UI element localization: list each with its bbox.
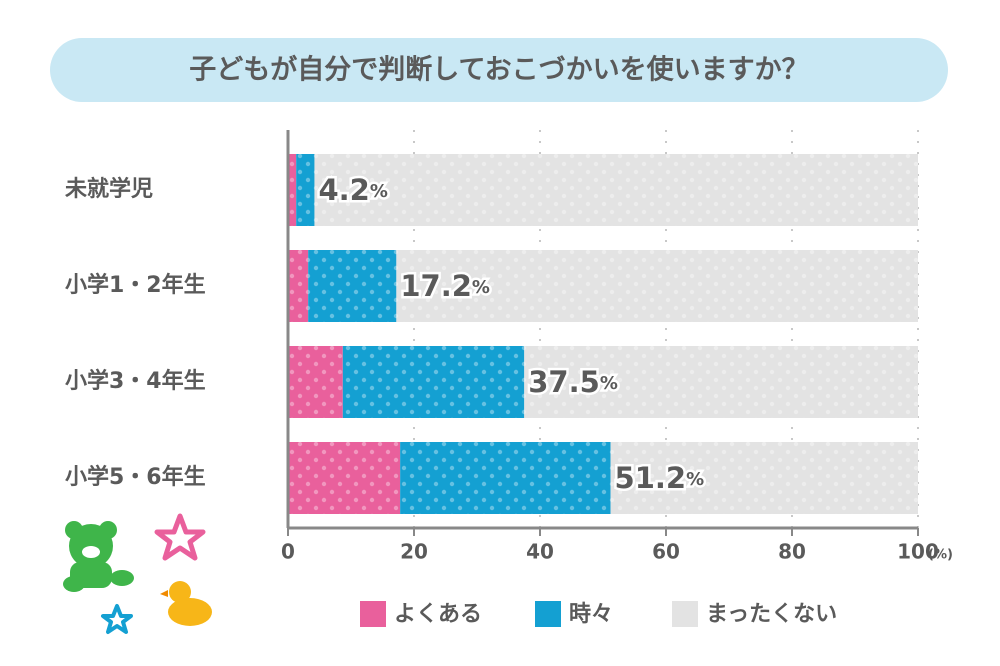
bar-segment: [524, 346, 918, 418]
legend-label: まったくない: [706, 602, 837, 627]
total-value: 51.2: [615, 461, 687, 495]
category-label: 小学5・6年生: [65, 464, 206, 490]
total-value: 37.5: [528, 365, 600, 399]
star-pink: [154, 513, 206, 561]
total-unit: %: [472, 277, 490, 298]
bar-segment: [400, 442, 611, 514]
total-value: 4.2: [318, 173, 369, 207]
x-tick-label: 20: [400, 540, 428, 564]
rubber-duck: [160, 581, 212, 626]
total-label: 17.2%: [400, 269, 490, 303]
total-label: 37.5%: [528, 365, 618, 399]
chart-title: 子どもが自分で判断しておこづかいを使いますか？: [189, 54, 808, 86]
legend-label: 時々: [569, 602, 613, 627]
category-label: 小学1・2年生: [65, 272, 206, 298]
x-tick-label: 60: [652, 540, 680, 564]
bar-segment: [288, 346, 343, 418]
legend-label: よくある: [394, 602, 482, 627]
total-unit: %: [686, 469, 704, 490]
bar-segment: [396, 250, 918, 322]
legend-swatch: [360, 601, 386, 627]
x-tick-label: 80: [778, 540, 806, 564]
category-label: 小学3・4年生: [65, 368, 206, 394]
total-label: 4.2%: [318, 173, 387, 207]
bar-segment: [308, 250, 397, 322]
bar-segment: [610, 442, 918, 514]
x-axis-unit: (%): [928, 548, 953, 563]
bar-segment: [288, 250, 309, 322]
legend-swatch: [535, 601, 561, 627]
total-label: 51.2%: [615, 461, 705, 495]
bar-segment: [342, 346, 525, 418]
total-unit: %: [600, 373, 618, 394]
total-value: 17.2: [400, 269, 472, 303]
legend-swatch: [672, 601, 698, 627]
bar-segment: [296, 154, 315, 226]
category-label: 未就学児: [65, 176, 153, 202]
bar-segment: [288, 154, 297, 226]
star-blue: [101, 604, 133, 634]
title-background: [50, 38, 948, 102]
bar-segment: [314, 154, 919, 226]
bar-segment: [288, 442, 401, 514]
x-tick-label: 0: [281, 540, 295, 564]
x-tick-label: 100: [897, 540, 939, 564]
total-unit: %: [370, 181, 388, 202]
x-tick-label: 40: [526, 540, 554, 564]
teddy-bear: [63, 521, 134, 592]
